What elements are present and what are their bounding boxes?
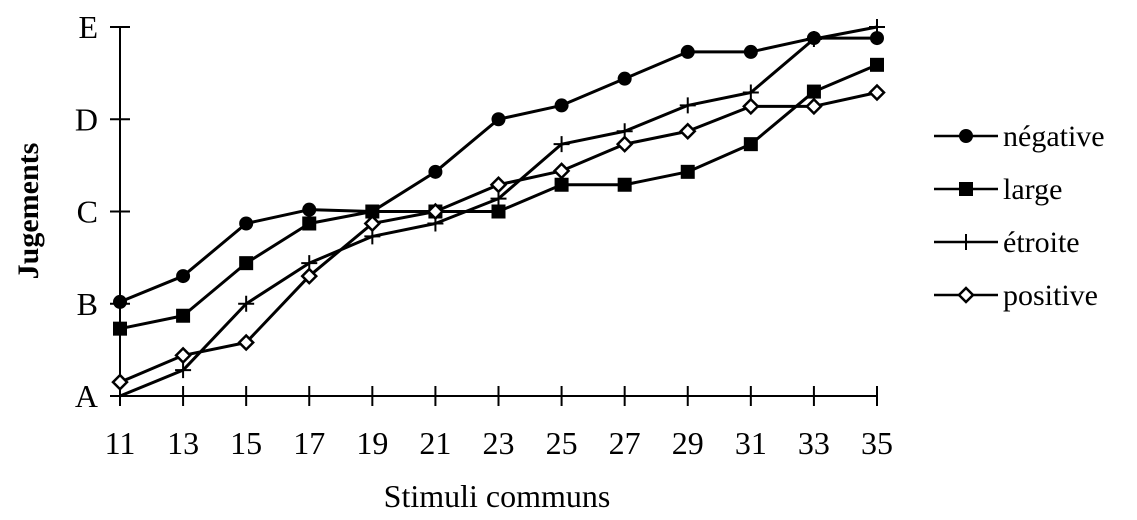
data-point xyxy=(113,321,127,336)
y-tick-label: D xyxy=(75,101,98,137)
series-0 xyxy=(113,31,884,309)
data-point xyxy=(113,294,127,309)
data-point xyxy=(742,97,760,116)
series-2 xyxy=(112,19,885,404)
data-point xyxy=(743,137,758,152)
y-tick-label: A xyxy=(75,378,98,414)
data-point xyxy=(554,98,569,113)
data-point xyxy=(239,256,254,271)
data-point xyxy=(491,112,506,127)
x-tick-label: 13 xyxy=(167,425,199,461)
data-point xyxy=(870,57,884,72)
data-point xyxy=(617,71,632,86)
legend-label: étroite xyxy=(1003,226,1080,259)
series-line xyxy=(119,36,877,304)
data-point xyxy=(174,346,192,365)
y-tick-label: E xyxy=(78,9,98,45)
data-point xyxy=(869,19,885,35)
data-point xyxy=(176,308,191,323)
data-point xyxy=(679,97,696,114)
series-1 xyxy=(113,57,884,336)
x-tick-label: 11 xyxy=(105,425,136,461)
legend-marker xyxy=(957,286,975,304)
data-point xyxy=(617,177,632,192)
y-tick-label: B xyxy=(77,286,98,322)
data-point xyxy=(365,204,380,219)
axes: 11 13 15 17 19 21 23 25 27 29 31 33 35 A B C D E xyxy=(75,9,893,461)
data-point xyxy=(426,202,445,221)
x-tick-label: 29 xyxy=(672,425,704,461)
series-layer xyxy=(111,19,886,404)
data-point xyxy=(491,204,506,219)
x-tick-label: 23 xyxy=(483,425,515,461)
series-3 xyxy=(111,83,886,391)
legend-marker xyxy=(959,129,973,143)
data-point xyxy=(678,122,697,141)
data-point xyxy=(805,97,823,116)
x-tick-label: 21 xyxy=(419,425,451,461)
data-point xyxy=(554,177,569,192)
data-point xyxy=(300,267,319,285)
data-point xyxy=(428,164,443,179)
legend-item: négative xyxy=(934,120,1105,153)
data-point xyxy=(615,135,634,153)
data-point xyxy=(868,83,886,102)
series-line xyxy=(119,91,878,384)
x-tick-label: 17 xyxy=(293,425,325,461)
x-axis-title: Stimuli communs xyxy=(384,478,611,514)
data-point xyxy=(237,333,255,352)
data-point xyxy=(175,362,192,379)
data-point xyxy=(489,175,508,194)
legend-marker xyxy=(958,234,974,250)
legend-item: positive xyxy=(934,279,1098,312)
data-point xyxy=(553,136,570,153)
data-point xyxy=(176,269,191,284)
x-tick-label: 25 xyxy=(546,425,578,461)
legend-item: large xyxy=(934,173,1062,206)
x-tick-label: 19 xyxy=(356,425,388,461)
legend-marker xyxy=(959,182,973,196)
data-point xyxy=(805,30,822,47)
data-point xyxy=(239,216,254,231)
data-point xyxy=(363,214,382,233)
data-point xyxy=(806,84,821,99)
data-point xyxy=(552,162,571,180)
x-tick-label: 35 xyxy=(861,425,893,461)
x-tick-label: 27 xyxy=(609,425,641,461)
y-axis-title: Jugements xyxy=(12,143,45,280)
y-tick-label: C xyxy=(77,194,98,230)
data-point xyxy=(302,216,317,231)
legend-label: négative xyxy=(1003,120,1105,153)
legend: négative large étroite positive xyxy=(934,120,1105,312)
data-point xyxy=(870,31,884,46)
legend-label: positive xyxy=(1003,279,1098,312)
legend-item: étroite xyxy=(934,226,1080,259)
data-point xyxy=(680,44,695,59)
x-tick-label: 33 xyxy=(798,425,830,461)
data-point xyxy=(302,202,317,217)
data-point xyxy=(238,295,255,312)
x-tick-label: 31 xyxy=(735,425,767,461)
data-point xyxy=(743,44,758,59)
data-point xyxy=(111,373,129,391)
legend-label: large xyxy=(1003,173,1062,206)
data-point xyxy=(680,164,695,179)
x-tick-label: 15 xyxy=(230,425,262,461)
